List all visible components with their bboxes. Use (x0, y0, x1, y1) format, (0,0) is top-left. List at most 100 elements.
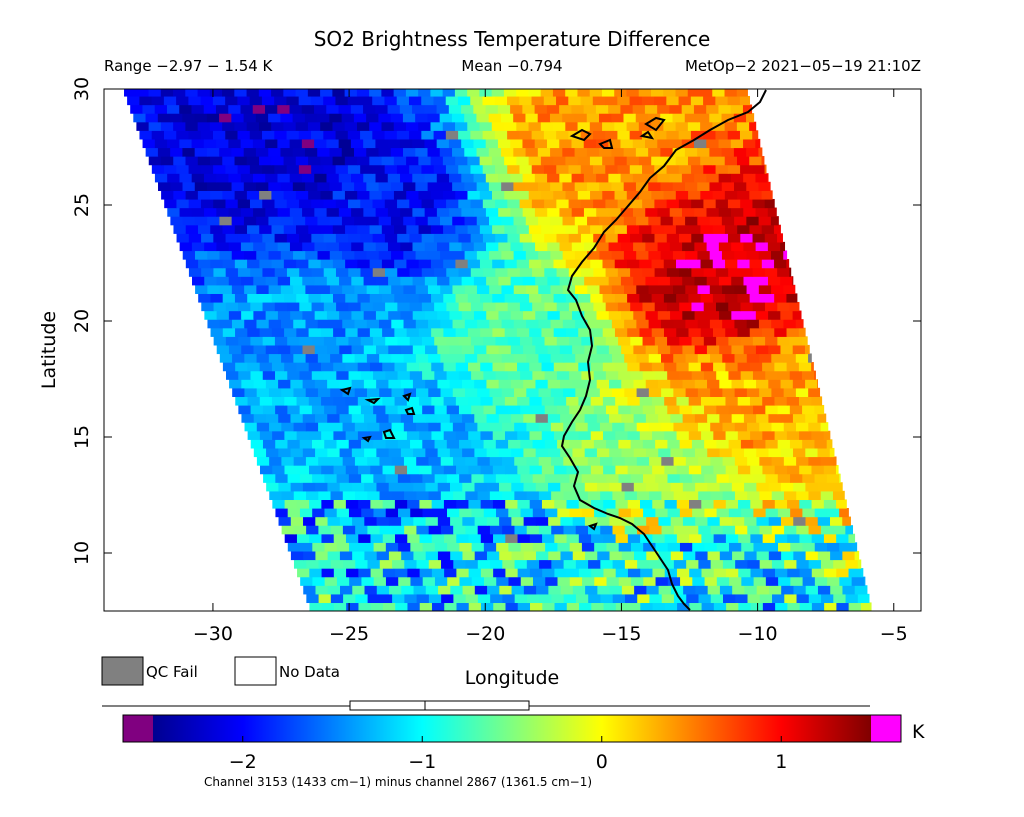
heatmap-cell (401, 550, 415, 561)
heatmap-cell (679, 542, 693, 552)
heatmap-cell (511, 516, 525, 526)
heatmap-cell (719, 379, 733, 389)
heatmap-cell (566, 602, 580, 611)
heatmap-cell (182, 250, 196, 260)
heatmap-cell (179, 241, 193, 252)
heatmap-cell (685, 456, 699, 466)
heatmap-cell (691, 164, 704, 174)
heatmap-cell (492, 293, 506, 303)
heatmap-cell (290, 482, 304, 492)
heatmap-cell (848, 568, 862, 578)
heatmap-cell (494, 164, 508, 174)
heatmap-cell (333, 499, 347, 509)
heatmap-cell (396, 130, 410, 140)
heatmap-cell (746, 250, 760, 260)
heatmap-cell (854, 550, 860, 561)
heatmap-cell (768, 413, 782, 423)
heatmap-cell (575, 525, 589, 535)
heatmap-cell (391, 250, 404, 260)
heatmap-cell (486, 241, 499, 252)
heatmap-cell (238, 370, 252, 380)
heatmap-cell (724, 224, 738, 234)
heatmap-cell (593, 404, 607, 415)
heatmap-cell (770, 250, 784, 260)
heatmap-cell (210, 156, 223, 166)
heatmap-cell (281, 387, 295, 397)
heatmap-cell (457, 95, 471, 106)
heatmap-cell (345, 259, 358, 269)
heatmap-cell (655, 507, 669, 518)
heatmap-cell (560, 482, 574, 492)
heatmap-cell (768, 379, 782, 389)
heatmap-cell (225, 301, 239, 312)
heatmap-cell (615, 362, 628, 372)
heatmap-cell (185, 224, 199, 234)
heatmap-cell (677, 602, 690, 611)
heatmap-cell (559, 173, 573, 183)
heatmap-cell (241, 413, 255, 423)
heatmap-cell (651, 121, 664, 131)
heatmap-cell (575, 456, 589, 466)
heatmap-cell (719, 310, 732, 320)
heatmap-cell (611, 113, 625, 123)
heatmap-cell (379, 593, 393, 604)
heatmap-cell (384, 95, 398, 106)
heatmap-cell (320, 259, 334, 269)
heatmap-cell (652, 602, 666, 611)
heatmap-cell (425, 344, 438, 355)
colorbar-tick-label: −1 (408, 751, 436, 773)
heatmap-cell (670, 550, 684, 561)
heatmap-cell (492, 224, 505, 234)
heatmap-cell (743, 344, 757, 355)
heatmap-cell (274, 267, 288, 277)
heatmap-cell (783, 387, 797, 397)
heatmap-cell (758, 319, 772, 329)
heatmap-cell (404, 593, 418, 604)
heatmap-cell (317, 113, 330, 123)
heatmap-cell (710, 525, 724, 535)
heatmap-cell (438, 585, 451, 595)
heatmap-cell (694, 276, 708, 286)
heatmap-cell (473, 207, 487, 217)
heatmap-cell (366, 181, 380, 191)
heatmap-cell (255, 113, 269, 123)
heatmap-cell (621, 482, 635, 492)
heatmap-cell (436, 173, 450, 183)
heatmap-cell (194, 250, 208, 260)
heatmap-cell (526, 319, 539, 329)
heatmap-cell (606, 507, 620, 518)
heatmap-cell (517, 533, 531, 543)
heatmap-cell (764, 198, 775, 209)
heatmap-cell (727, 130, 741, 140)
heatmap-cell (673, 284, 686, 294)
heatmap-cell (513, 216, 527, 226)
heatmap-cell (728, 370, 742, 380)
heatmap-cell (244, 422, 258, 432)
heatmap-cell (630, 507, 644, 518)
heatmap-cell (538, 422, 552, 432)
heatmap-cell (321, 499, 335, 509)
colorbar-gradient (153, 715, 871, 742)
heatmap-cell (225, 370, 239, 380)
heatmap-cell (385, 301, 398, 312)
heatmap-cell (683, 585, 697, 595)
heatmap-cell (540, 121, 554, 131)
heatmap-cell (317, 353, 331, 363)
heatmap-cell (396, 95, 410, 106)
heatmap-cell (535, 516, 549, 526)
heatmap-cell (355, 525, 369, 535)
heatmap-cell (652, 430, 665, 440)
heatmap-cell (504, 430, 518, 440)
heatmap-cell (663, 190, 677, 200)
heatmap-cell (228, 276, 242, 286)
heatmap-cell (318, 456, 332, 466)
heatmap-cell (675, 156, 689, 166)
heatmap-cell (712, 121, 726, 131)
heatmap-cell (541, 259, 555, 269)
heatmap-cell (752, 164, 766, 174)
heatmap-cell (584, 516, 598, 526)
heatmap-cell (759, 422, 773, 432)
heatmap-cell (704, 473, 718, 483)
heatmap-cell (532, 301, 546, 312)
